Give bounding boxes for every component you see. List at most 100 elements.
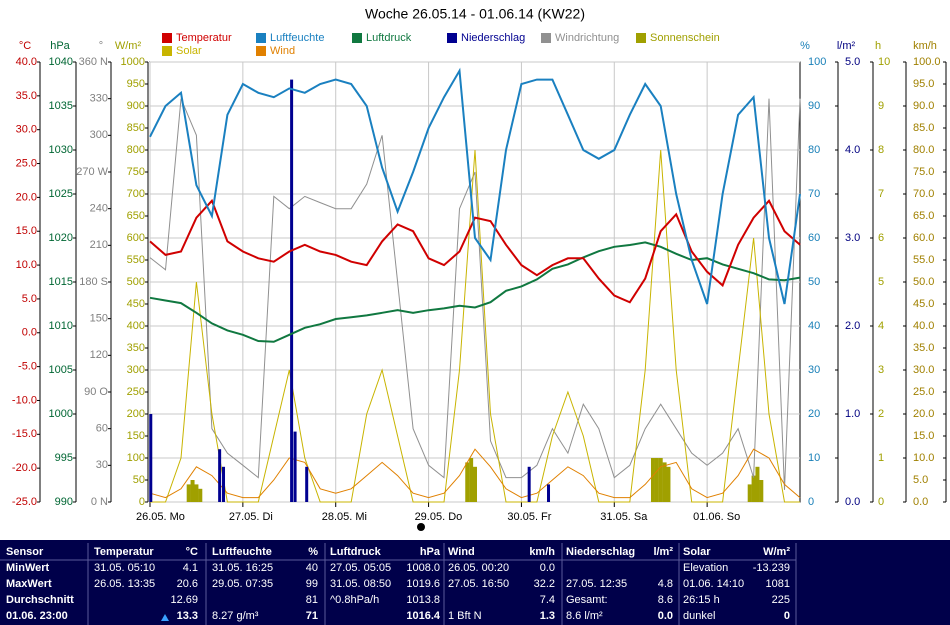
table-cell: Gesamt:	[566, 594, 608, 606]
series-line	[150, 149, 800, 503]
y-tick-label: 30	[96, 459, 108, 471]
y-tick-label: 35.0	[16, 90, 37, 102]
y-tick-label: 65.0	[913, 210, 934, 222]
x-tick-label: 01.06. So	[693, 511, 740, 523]
legend-label: Solar	[176, 45, 202, 57]
table-cell: MaxWert	[6, 578, 52, 590]
table-unit: hPa	[420, 546, 441, 558]
bar	[465, 462, 470, 502]
y-tick-label: 10	[878, 56, 890, 68]
x-tick-label: 30.05. Fr	[507, 511, 551, 523]
table-cell: 31.05. 08:50	[330, 578, 391, 590]
bar	[473, 466, 477, 502]
table-unit: %	[308, 546, 318, 558]
y-tick-label: 2	[878, 408, 884, 420]
table-cell: Elevation	[683, 562, 728, 574]
bar	[290, 79, 294, 502]
table-cell: 01.06. 23:00	[6, 610, 68, 622]
table-cell: 31.05. 16:25	[212, 562, 273, 574]
bar	[747, 484, 752, 502]
y-tick-label: 30.0	[913, 364, 934, 376]
y-tick-label: 0	[808, 496, 814, 508]
table-cell: 01.06. 14:10	[683, 578, 744, 590]
y-tick-label: 6	[878, 232, 884, 244]
y-tick-label: 90 O	[84, 386, 108, 398]
table-value: 1013.8	[406, 594, 440, 606]
y-tick-label: 150	[90, 313, 108, 325]
x-tick-label: 26.05. Mo	[136, 511, 185, 523]
y-tick-label: 1000	[121, 56, 145, 68]
y-tick-label: 45.0	[913, 298, 934, 310]
legend-label: Temperatur	[176, 32, 232, 44]
y-tick-label: 0.0	[845, 496, 860, 508]
bar	[654, 458, 659, 502]
x-tick-label: 28.05. Mi	[322, 511, 367, 523]
y-tick-label: 4.0	[845, 144, 860, 156]
table-unit: °C	[186, 546, 198, 558]
y-tick-label: 500	[127, 276, 145, 288]
y-tick-label: 1010	[49, 320, 73, 332]
axis-unit: h	[875, 40, 881, 52]
y-tick-label: 850	[127, 122, 145, 134]
table-value: 32.2	[534, 578, 555, 590]
legend-label: Luftdruck	[366, 32, 412, 44]
y-tick-label: 360 N	[79, 56, 108, 68]
y-tick-label: -20.0	[12, 462, 37, 474]
y-tick-label: 10	[808, 452, 820, 464]
table-value: 13.3	[177, 610, 198, 622]
y-tick-label: -10.0	[12, 394, 37, 406]
bar	[218, 449, 222, 502]
y-tick-label: -5.0	[18, 361, 37, 373]
y-tick-label: 700	[127, 188, 145, 200]
bar	[755, 466, 760, 502]
table-value: -13.239	[753, 562, 790, 574]
y-tick-label: 250	[127, 386, 145, 398]
y-tick-label: 995	[55, 452, 73, 464]
x-tick-label: 29.05. Do	[415, 511, 463, 523]
y-tick-label: 75.0	[913, 166, 934, 178]
series-line	[149, 448, 801, 499]
y-tick-label: 1025	[49, 188, 73, 200]
bar	[650, 458, 655, 502]
bar	[759, 480, 764, 502]
table-value: 8.6	[658, 594, 673, 606]
y-tick-label: 1040	[49, 56, 73, 68]
y-tick-label: 50.0	[913, 276, 934, 288]
table-cell: 26:15 h	[683, 594, 720, 606]
y-tick-label: 0.0	[22, 327, 37, 339]
table-value: 0.0	[540, 562, 555, 574]
y-tick-label: 0.0	[913, 496, 928, 508]
table-cell: dunkel	[683, 610, 715, 622]
y-tick-label: 8	[878, 144, 884, 156]
table-cell: 1 Bft N	[448, 610, 482, 622]
table-cell: 8.27 g/m³	[212, 610, 259, 622]
y-tick-label: 25.0	[913, 386, 934, 398]
table-cell: 26.05. 00:20	[448, 562, 509, 574]
y-tick-label: 300	[127, 364, 145, 376]
y-tick-label: 60	[96, 423, 108, 435]
y-tick-label: 1020	[49, 232, 73, 244]
bar	[194, 484, 199, 502]
legend-label: Wind	[270, 45, 295, 57]
table-value: 1081	[766, 578, 790, 590]
table-cell: Durchschnitt	[6, 594, 74, 606]
x-tick-label: 31.05. Sa	[600, 511, 648, 523]
table-cell: 27.05. 12:35	[566, 578, 627, 590]
legend-swatch	[636, 33, 646, 43]
table-value: 0	[784, 610, 790, 622]
bar	[222, 466, 226, 502]
y-tick-label: 270 W	[76, 166, 108, 178]
y-tick-label: 50	[133, 474, 145, 486]
table-value: 1.3	[540, 610, 555, 622]
table-cell: MinWert	[6, 562, 50, 574]
y-tick-label: 5	[878, 276, 884, 288]
bar	[658, 458, 663, 502]
y-tick-label: 80.0	[913, 144, 934, 156]
table-header: Luftdruck	[330, 546, 382, 558]
legend-swatch	[541, 33, 551, 43]
y-tick-label: 60.0	[913, 232, 934, 244]
y-tick-label: 40.0	[913, 320, 934, 332]
chart-title: Woche 26.05.14 - 01.06.14 (KW22)	[365, 6, 585, 22]
legend-swatch	[447, 33, 457, 43]
y-tick-label: 20.0	[16, 191, 37, 203]
